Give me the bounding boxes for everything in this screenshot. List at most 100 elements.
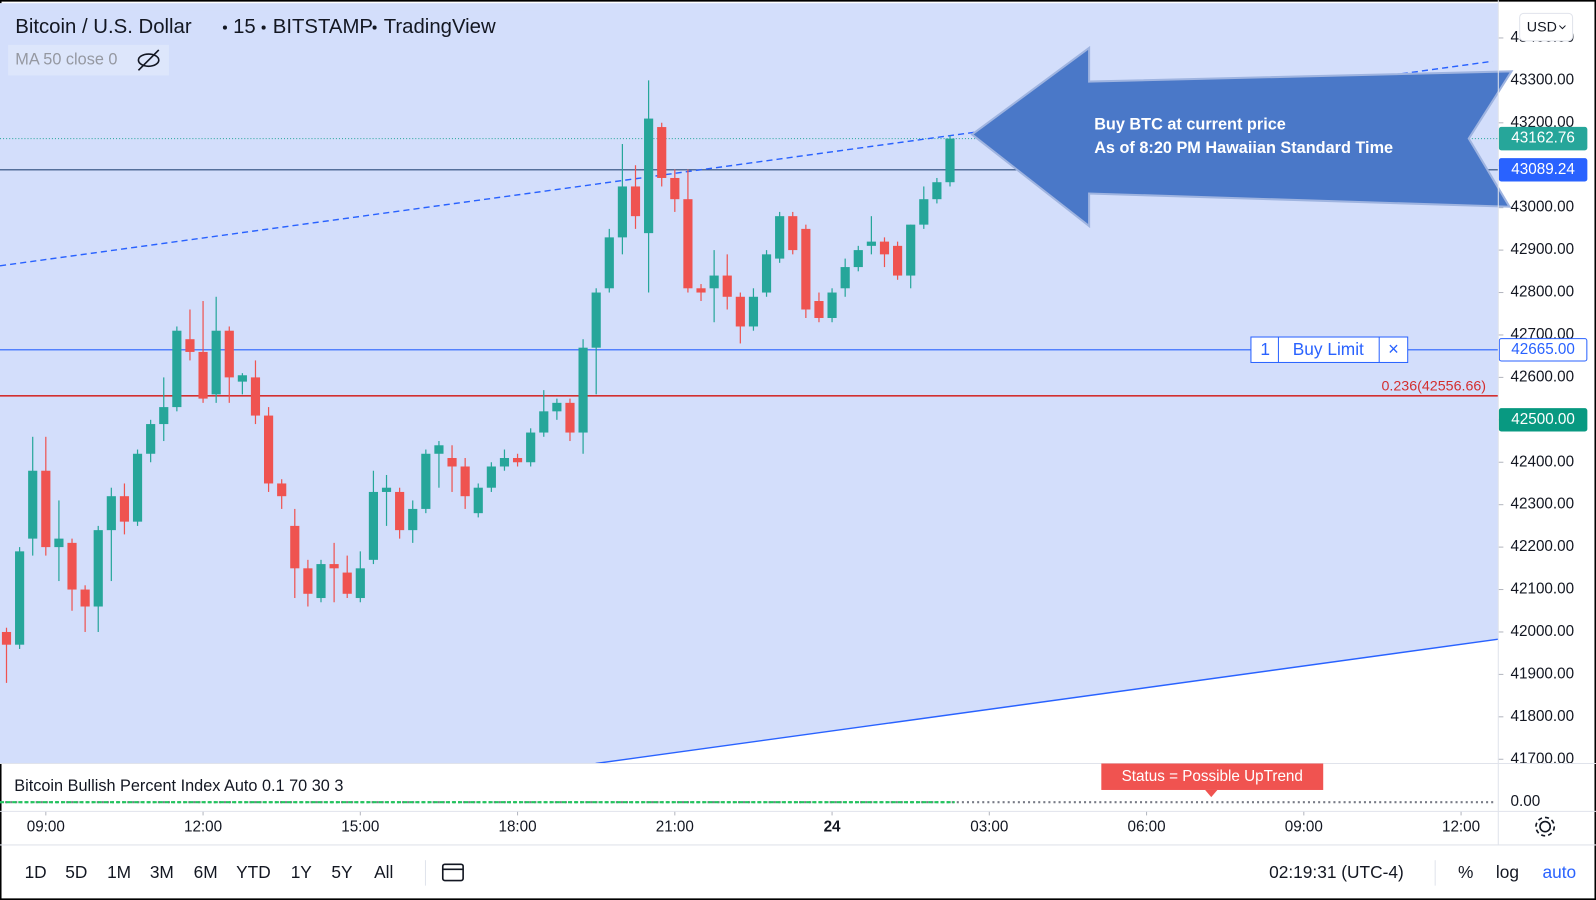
candle-body (355, 568, 365, 599)
candle-body (761, 254, 772, 293)
candle-body (552, 402, 562, 412)
plot-area (0, 3, 1499, 764)
candle-body (775, 216, 785, 259)
candle-body (434, 445, 444, 454)
range-button[interactable]: 1M (107, 862, 131, 882)
y-tick-label: 42600.00 (1511, 368, 1575, 385)
percent-toggle[interactable]: % (1458, 862, 1473, 882)
candle-body (80, 589, 90, 607)
range-button[interactable]: 5D (65, 862, 87, 882)
candle-body (277, 483, 287, 497)
title: TradingView (384, 16, 496, 38)
x-tick-label: 12:00 (184, 819, 222, 836)
candle-body (801, 228, 811, 310)
price-label-box (1498, 338, 1588, 362)
callout-text: As of 8:20 PM Hawaiian Standard Time (1094, 139, 1393, 157)
candle-body (814, 301, 824, 318)
currency-button[interactable] (1519, 12, 1574, 42)
candle-body (670, 177, 680, 200)
status-box (1101, 763, 1324, 790)
order-close[interactable]: × (1388, 338, 1399, 359)
candle-body (788, 216, 798, 251)
x-tick-label: 15:00 (341, 819, 379, 836)
trendline (595, 638, 1499, 764)
candle-body (722, 275, 732, 297)
candle-body (617, 186, 627, 238)
ma-bg[interactable] (8, 44, 169, 76)
candle-body (919, 199, 929, 225)
candle-body (735, 296, 745, 327)
candle-body (932, 182, 942, 200)
order-label[interactable]: Buy Limit (1293, 339, 1364, 359)
price-label: 42665.00 (1511, 341, 1575, 358)
candle-body (408, 508, 418, 531)
x-tick-label: 12:00 (1442, 819, 1480, 836)
y-tick-label: 42300.00 (1511, 496, 1575, 513)
hide-icon[interactable] (137, 49, 160, 71)
log-toggle[interactable]: log (1496, 862, 1519, 882)
currency[interactable]: USD (1527, 19, 1557, 35)
range-button[interactable]: 1Y (291, 862, 313, 882)
price-label: 43089.24 (1511, 161, 1575, 178)
sep (261, 25, 266, 30)
y-tick-label: 41900.00 (1511, 665, 1575, 682)
clock[interactable]: 02:19:31 (UTC-4) (1269, 862, 1404, 882)
status-pointer (1205, 789, 1218, 798)
range-button[interactable]: 1D (25, 862, 47, 882)
auto-toggle[interactable]: auto (1543, 862, 1577, 882)
candle-body (526, 432, 536, 463)
sep (372, 25, 377, 30)
candle-body (28, 470, 38, 539)
candle-body (93, 530, 103, 607)
title: BITSTAMP (273, 16, 373, 38)
x-tick-label: 18:00 (498, 819, 536, 836)
candle-body (578, 347, 588, 433)
candle-body (460, 466, 470, 497)
status-text: Status = Possible UpTrend (1122, 768, 1303, 785)
range-button[interactable]: 6M (194, 862, 218, 882)
y-tick-label: 41800.00 (1511, 708, 1575, 725)
ma-label[interactable]: MA 50 close 0 (15, 50, 117, 68)
range-button[interactable]: All (374, 862, 393, 882)
candle-body (644, 118, 654, 234)
candle-body (709, 275, 719, 289)
candle-body (1, 631, 12, 645)
candle-body (290, 525, 300, 569)
candle-body (696, 288, 706, 293)
candle-body (395, 491, 405, 531)
order-qty[interactable]: 1 (1260, 339, 1270, 359)
order-widget[interactable] (1250, 336, 1409, 363)
candle-body (539, 411, 549, 433)
x-tick-label: 21:00 (656, 819, 694, 836)
candle-body (748, 296, 759, 327)
candle-body (159, 407, 169, 425)
candle-body (224, 330, 234, 378)
x-tick-label: 24 (824, 819, 841, 836)
candle-body (565, 402, 575, 433)
candle-body (316, 564, 326, 599)
candle-body (683, 199, 693, 289)
candle-body (473, 487, 483, 514)
candle-body (54, 538, 64, 548)
price-label: 42500.00 (1511, 411, 1575, 428)
y-tick-label: 42800.00 (1511, 284, 1575, 301)
settings-icon[interactable] (1535, 816, 1556, 837)
range-button[interactable]: 3M (150, 862, 174, 882)
range-button[interactable]: YTD (236, 862, 271, 882)
candle-body (106, 496, 116, 531)
y-tick-label: 42400.00 (1511, 453, 1575, 470)
candle-body (381, 487, 392, 492)
candle-body (893, 245, 903, 276)
replay-icon[interactable] (441, 863, 464, 882)
candle-body (303, 568, 313, 594)
chevron[interactable] (1558, 25, 1566, 30)
price-label-box (1498, 126, 1588, 151)
range-button[interactable]: 5Y (331, 862, 353, 882)
price-label: 43162.76 (1511, 130, 1575, 147)
candle-body (604, 237, 614, 289)
candle-body (329, 564, 339, 569)
candle-body (41, 470, 51, 548)
fib-label: 0.236(42556.66) (1381, 378, 1486, 394)
candle-body (198, 351, 208, 399)
